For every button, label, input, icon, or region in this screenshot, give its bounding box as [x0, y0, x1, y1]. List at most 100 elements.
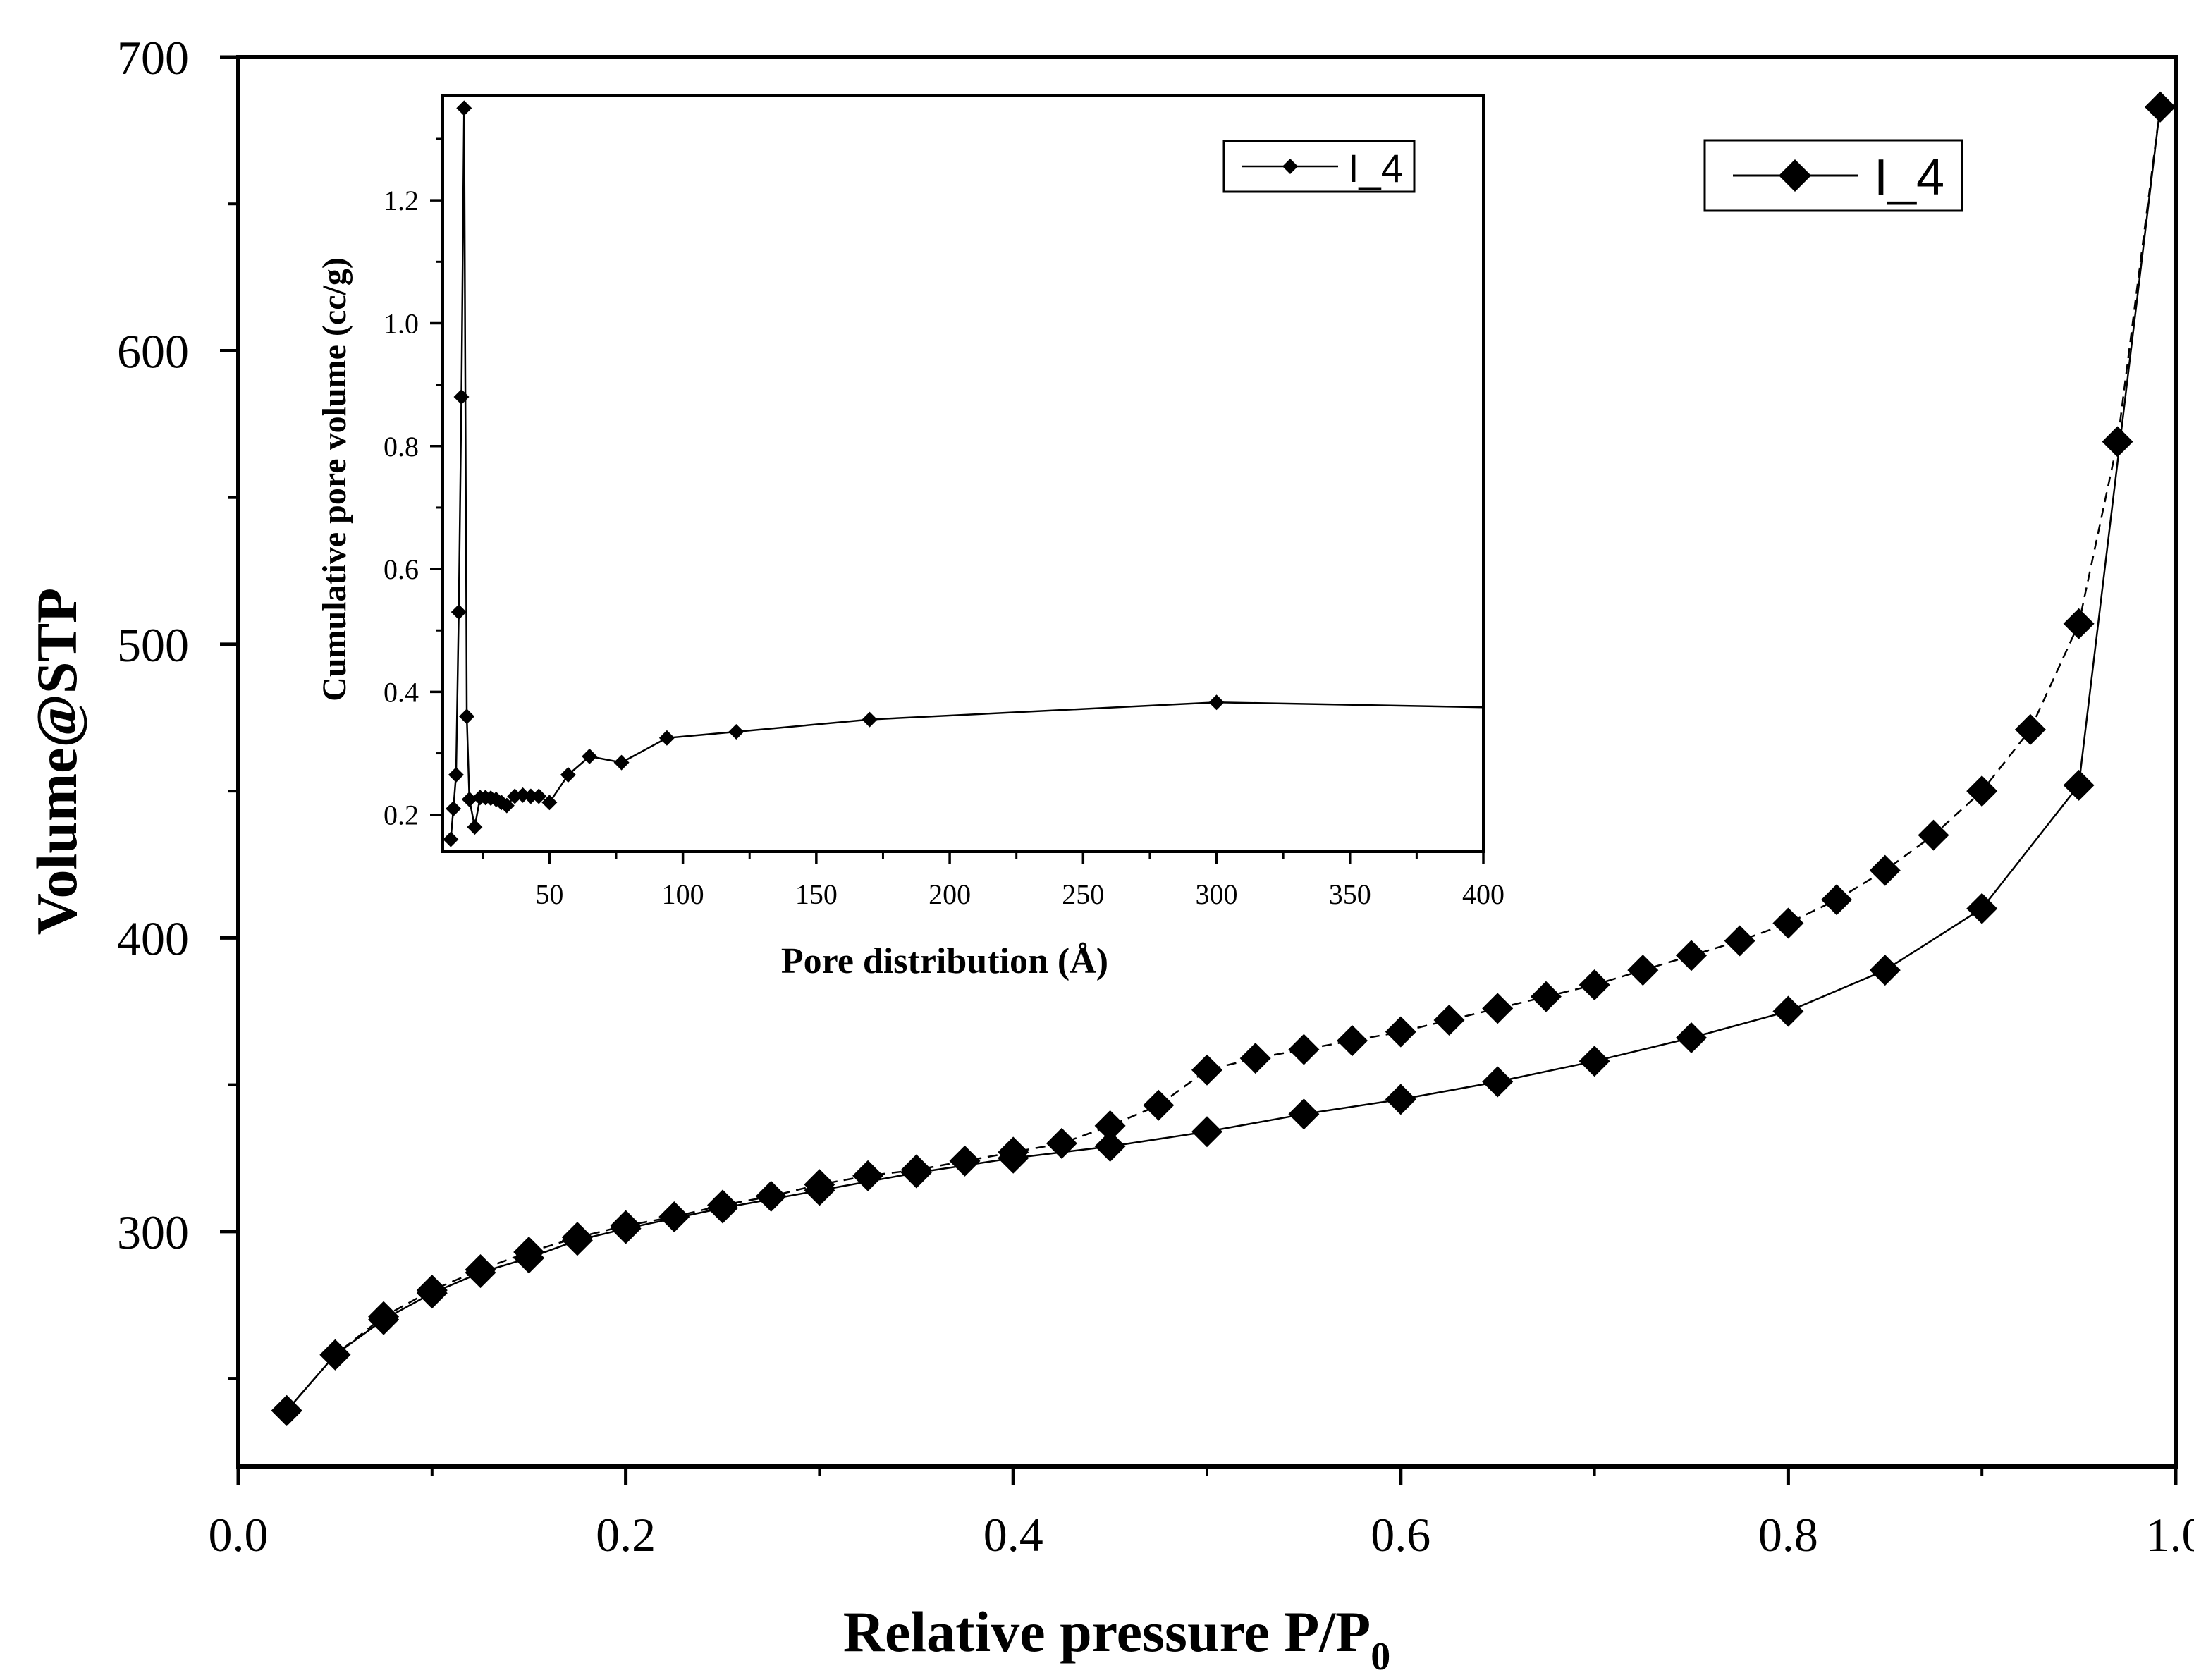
desorption-point [755, 1180, 787, 1212]
inset-x-tick-label: 300 [1196, 878, 1238, 910]
adsorption-point [1482, 1066, 1514, 1098]
main-x-tick-label: 0.6 [1371, 1508, 1430, 1562]
adsorption-point [1094, 1131, 1126, 1163]
inset-y-tick-label: 0.6 [384, 553, 419, 585]
desorption-point [416, 1275, 448, 1306]
pore-volume-point [522, 788, 539, 804]
pore-volume-point [862, 711, 878, 728]
main-y-tick-label: 700 [117, 31, 189, 85]
main-y-tick-label: 300 [117, 1206, 189, 1259]
main-x-tick-label: 0.0 [209, 1508, 269, 1562]
pore-volume-point [541, 795, 558, 811]
inset-plot: 50 100 150 200 250 300 350 400 0.2 0.4 0.6 0.8 1.0 1.… [316, 94, 1504, 981]
pore-volume-point [658, 730, 675, 746]
main-ticks-layer: 0.0 0.2 0.4 0.6 0.8 1.0 300 400 500 600 700 [117, 31, 2194, 1562]
main-x-axis-label-text: Relative pressure P/P [843, 1600, 1371, 1664]
pore-volume-point [448, 767, 464, 783]
pore-volume-point [453, 389, 470, 405]
desorption-point [513, 1236, 545, 1268]
desorption-point [998, 1136, 1029, 1168]
inset-x-tick-label: 200 [929, 878, 971, 910]
main-series-layer [271, 91, 2176, 1426]
adsorption-point [1385, 1084, 1416, 1115]
inset-y-axis-label: Cumulative pore volume (cc/g) [316, 257, 353, 701]
main-x-tick-label: 0.4 [983, 1508, 1043, 1562]
inset-y-tick-label: 0.4 [384, 676, 419, 708]
main-y-tick-label: 400 [117, 912, 189, 965]
inset-y-tick-label: 1.2 [384, 185, 419, 216]
desorption-point [2063, 608, 2095, 639]
desorption-point [949, 1145, 981, 1177]
adsorption-point [1772, 995, 1804, 1027]
main-x-tick-label: 1.0 [2146, 1508, 2194, 1562]
desorption-point [1724, 925, 1755, 957]
desorption-point [319, 1339, 351, 1371]
inset-legend: I_4 [1222, 140, 1416, 193]
main-y-axis-label: Volume@STP [25, 588, 89, 935]
pore-volume-point [613, 754, 630, 771]
desorption-point [1869, 854, 1901, 886]
main-legend-marker [1779, 159, 1811, 192]
main-x-axis-label-subscript: 0 [1371, 1635, 1390, 1679]
desorption-point [1821, 884, 1853, 916]
desorption-point [1385, 1016, 1416, 1048]
desorption-point [1530, 981, 1562, 1012]
main-x-tick-label: 0.8 [1758, 1508, 1818, 1562]
main-x-axis-label: Relative pressure P/P0 [843, 1600, 1391, 1679]
inset-x-tick-label: 150 [795, 878, 838, 910]
desorption-point [561, 1222, 593, 1253]
pore-volume-point [451, 604, 467, 620]
desorption-point [1337, 1025, 1368, 1057]
inset-plot-frame [441, 94, 1485, 853]
pore-volume-point [1208, 694, 1225, 711]
desorption-point [368, 1301, 400, 1332]
desorption-point [1288, 1034, 1320, 1065]
desorption-point [2145, 91, 2176, 123]
pore-volume-point [446, 800, 462, 816]
pore-volume-point [467, 819, 483, 835]
adsorption-point [1579, 1046, 1610, 1077]
desorption-point [1966, 775, 1998, 807]
inset-background [443, 96, 1483, 852]
inset-y-tick-label: 0.8 [384, 431, 419, 462]
desorption-point [852, 1160, 884, 1191]
desorption-point [271, 1394, 302, 1426]
adsorption-point [1288, 1098, 1320, 1130]
inset-x-axis-label: Pore distribution (Å) [781, 941, 1108, 981]
desorption-point [1143, 1089, 1175, 1121]
inset-x-tick-label: 400 [1462, 878, 1504, 910]
main-y-tick-label: 500 [117, 618, 189, 672]
adsorption-point [2063, 769, 2095, 801]
adsorption-point [1966, 893, 1998, 924]
inset-x-tick-label: 350 [1329, 878, 1371, 910]
inset-x-tick-label: 250 [1062, 878, 1104, 910]
desorption-point [1094, 1110, 1126, 1141]
pore-volume-point [531, 788, 547, 804]
adsorption-point [1676, 1022, 1707, 1053]
adsorption-point [1191, 1116, 1222, 1148]
desorption-point [1627, 955, 1659, 986]
pore-volume-point [728, 724, 744, 740]
desorption-point [707, 1189, 738, 1221]
desorption-point [1918, 819, 1949, 851]
inset-y-tick-label: 0.2 [384, 799, 419, 831]
main-y-tick-label: 600 [117, 324, 189, 378]
main-legend-label: I_4 [1874, 149, 1944, 206]
inset-y-tick-label: 1.0 [384, 307, 419, 339]
pore-volume-point [461, 791, 477, 807]
desorption-point [1676, 940, 1707, 971]
adsorption-point [1869, 955, 1901, 986]
desorption-point [1579, 969, 1610, 1001]
pore-volume-point [456, 100, 472, 116]
main-plot: 0.0 0.2 0.4 0.6 0.8 1.0 300 400 500 600 700 Relati… [25, 31, 2194, 1679]
pore-volume-point [459, 709, 475, 725]
desorption-point [900, 1154, 932, 1186]
pore-volume-point [498, 797, 515, 814]
desorption-point [1482, 993, 1514, 1024]
pore-volume-point [443, 831, 459, 847]
main-x-tick-label: 0.2 [596, 1508, 656, 1562]
desorption-point [465, 1253, 496, 1285]
inset-legend-label: I_4 [1348, 146, 1403, 190]
desorption-point [1046, 1127, 1077, 1159]
